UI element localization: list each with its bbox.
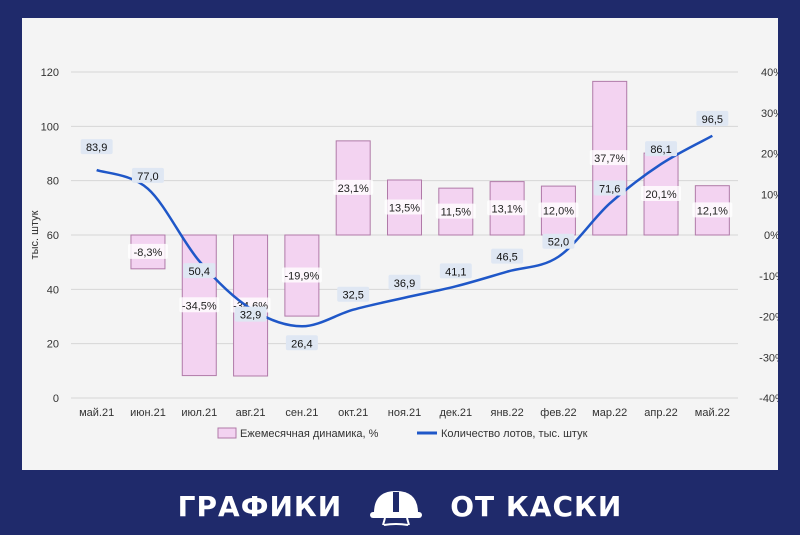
y-tick-label: 60 xyxy=(47,230,59,242)
legend-bar-swatch xyxy=(217,427,237,439)
line-data-label: 50,4 xyxy=(189,266,210,278)
x-tick-label: апр.22 xyxy=(644,407,677,419)
y2-tick-label: -30% xyxy=(759,352,778,364)
line-data-label: 96,5 xyxy=(702,114,723,126)
line-data-label: 32,9 xyxy=(240,310,261,322)
x-tick-label: ноя.21 xyxy=(388,407,421,419)
line-data-label: 52,0 xyxy=(548,237,569,249)
y2-tick-label: -10% xyxy=(759,271,778,283)
x-tick-label: окт.21 xyxy=(338,407,368,419)
helmet-icon xyxy=(368,487,424,527)
combo-chart: 0 20 40 60 80 100 120 -40% -30% -20% -10% 0% 10% 20% 3… xyxy=(29,67,778,440)
line-label-bg xyxy=(439,263,472,279)
bar-data-label: -19,9% xyxy=(284,271,319,283)
brand-right-text: ОТ КАСКИ xyxy=(450,490,623,523)
bar-data-label: 20,1% xyxy=(645,189,676,201)
y-tick-label: 100 xyxy=(41,121,59,133)
line-data-label: 26,4 xyxy=(291,338,312,350)
line-label-bg xyxy=(80,139,113,155)
line-data-label: 86,1 xyxy=(650,144,671,156)
x-tick-label: июн.21 xyxy=(130,407,166,419)
legend-bar-label: Ежемесячная динамика, % xyxy=(240,428,379,440)
line-data-label: 41,1 xyxy=(445,266,466,278)
y-tick-label: 0 xyxy=(53,393,59,405)
bar-data-label: 11,5% xyxy=(441,207,472,219)
bar-data-label: 12,0% xyxy=(543,206,574,218)
bar-label-bg xyxy=(487,200,528,216)
x-tick-label: фев.22 xyxy=(540,407,576,419)
line-label-bg xyxy=(183,263,216,279)
bar-label-bg xyxy=(692,202,733,218)
y2-tick-label: 10% xyxy=(761,189,778,201)
y-tick-label: 80 xyxy=(47,176,59,188)
chart-paper: 0 20 40 60 80 100 120 -40% -30% -20% -10% 0% 10% 20% 3… xyxy=(22,18,778,470)
bar-label-bg xyxy=(589,150,630,166)
bar-data-label: 13,1% xyxy=(492,203,523,215)
x-tick-label: июл.21 xyxy=(181,407,217,419)
x-tick-label: мар.22 xyxy=(592,407,627,419)
x-tick-label: янв.22 xyxy=(491,407,524,419)
line-data-label: 71,6 xyxy=(599,183,620,195)
bar-data-label: -8,3% xyxy=(134,247,163,259)
legend-line-label: Количество лотов, тыс. штук xyxy=(441,428,588,440)
line-label-bg xyxy=(696,110,729,126)
bar-label-bg xyxy=(179,297,220,313)
line-data-label: 46,5 xyxy=(496,252,517,264)
bar-data-label: 23,1% xyxy=(338,183,369,195)
y-tick-label: 120 xyxy=(41,67,59,79)
brand-left-text: ГРАФИКИ xyxy=(177,490,343,523)
line-label-bg xyxy=(542,233,575,249)
bar-label-bg xyxy=(333,179,374,195)
y2-tick-label: -20% xyxy=(759,312,778,324)
bar-label-bg xyxy=(538,202,579,218)
x-tick-label: май.22 xyxy=(695,407,730,419)
line-data-label: 77,0 xyxy=(137,171,158,183)
x-tick-label: авг.21 xyxy=(236,407,266,419)
y-tick-label: 20 xyxy=(47,339,59,351)
y-axis-title: тыс. штук xyxy=(29,210,41,259)
line-label-bg xyxy=(388,274,421,290)
x-tick-label: дек.21 xyxy=(439,407,472,419)
y2-tick-label: 40% xyxy=(761,67,778,79)
brand-footer: ГРАФИКИ ОТ КАСКИ xyxy=(0,478,800,535)
x-tick-label: май.21 xyxy=(79,407,114,419)
y-tick-label: 40 xyxy=(47,284,59,296)
bar-data-label: 37,7% xyxy=(594,153,625,165)
line-label-bg xyxy=(337,286,370,302)
bar-label-bg xyxy=(641,186,682,202)
line-label-bg xyxy=(593,180,626,196)
line-label-bg xyxy=(645,141,678,157)
line-data-label: 83,9 xyxy=(86,142,107,154)
y2-tick-label: 20% xyxy=(761,149,778,161)
bar-data-label: 12,1% xyxy=(697,205,728,217)
bar-label-bg xyxy=(435,203,476,219)
bar-label-bg xyxy=(127,243,168,259)
line-data-label: 32,5 xyxy=(342,290,363,302)
bar-data-label: 13,5% xyxy=(389,202,420,214)
line-label-bg xyxy=(234,306,267,322)
x-tick-label: сен.21 xyxy=(285,407,318,419)
y2-tick-label: 0% xyxy=(764,230,778,242)
bar-label-bg xyxy=(384,199,425,215)
y2-tick-label: 30% xyxy=(761,108,778,120)
y2-tick-label: -40% xyxy=(759,393,778,405)
line-label-bg xyxy=(285,335,318,351)
line-label-bg xyxy=(491,248,524,264)
bar-data-label: -34,5% xyxy=(182,300,217,312)
bar-label-bg xyxy=(281,267,322,283)
line-data-label: 36,9 xyxy=(394,278,415,290)
line-label-bg xyxy=(131,167,164,183)
